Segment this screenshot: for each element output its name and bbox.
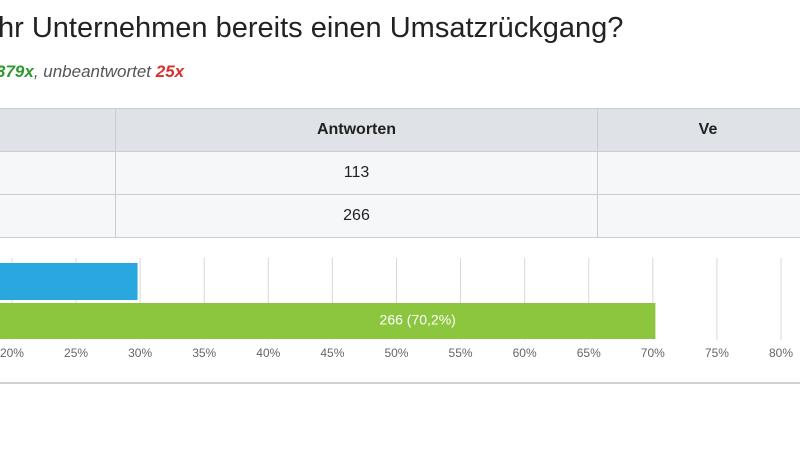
x-tick-label: 80% (769, 346, 793, 360)
cell (0, 151, 116, 195)
x-tick-label: 45% (320, 346, 344, 360)
x-tick-label: 75% (705, 346, 729, 360)
x-tick-label: 60% (513, 346, 537, 360)
x-tick-label: 40% (256, 346, 280, 360)
answer-stats: 379x, unbeantwortet 25x (0, 62, 184, 82)
cell (0, 194, 116, 238)
bar (0, 263, 138, 300)
x-tick-label: 65% (577, 346, 601, 360)
column-header (0, 108, 116, 152)
bar-label: 266 (70,2%) (380, 312, 456, 328)
answered-count: 379x (0, 62, 34, 81)
column-header: Ve (597, 108, 800, 152)
x-tick-label: 20% (0, 346, 24, 360)
separator: , unbeantwortet (33, 62, 156, 81)
unanswered-count: 25x (155, 62, 185, 81)
chart: 20% 25% 30% 35% 40% 45% 50% 55% 60% 65% 70% 75% 80% 2… (0, 258, 800, 384)
x-tick-label: 35% (192, 346, 216, 360)
x-tick-label: 30% (128, 346, 152, 360)
column-header: Antworten (115, 108, 598, 152)
cell (597, 151, 800, 195)
results-table: Antworten Ve 113 266 (0, 108, 800, 238)
cell (597, 194, 800, 238)
x-tick-label: 25% (64, 346, 88, 360)
x-tick-label: 55% (449, 346, 473, 360)
cell: 113 (115, 151, 598, 195)
question-title: hr Unternehmen bereits einen Umsatzrückg… (0, 12, 624, 44)
x-tick-label: 70% (641, 346, 665, 360)
bar (0, 303, 656, 339)
x-tick-label: 50% (384, 346, 408, 360)
cell: 266 (115, 194, 598, 238)
